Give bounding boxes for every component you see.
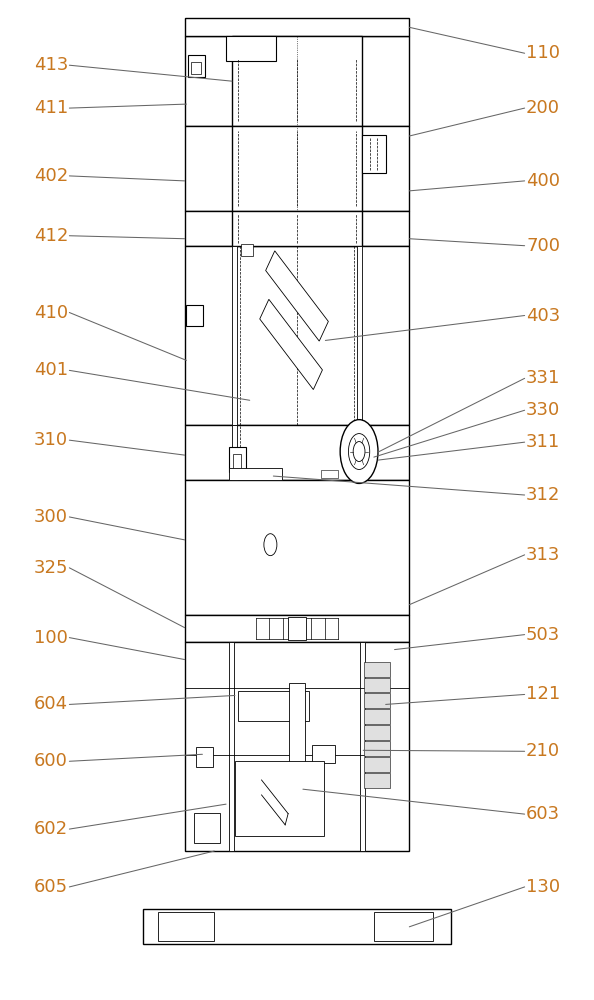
Bar: [233, 454, 241, 468]
Text: 100: 100: [34, 629, 68, 647]
Bar: [364, 693, 390, 708]
Bar: [364, 678, 390, 692]
Bar: [232, 425, 236, 480]
Bar: [226, 36, 276, 61]
Text: 600: 600: [34, 752, 68, 770]
Bar: [364, 725, 390, 740]
Polygon shape: [260, 299, 323, 390]
Bar: [185, 642, 409, 851]
Text: 401: 401: [34, 361, 68, 379]
Text: 402: 402: [34, 167, 68, 185]
Text: 313: 313: [526, 546, 560, 564]
Bar: [185, 211, 409, 246]
Bar: [232, 126, 362, 211]
Bar: [191, 62, 201, 74]
Bar: [238, 691, 309, 721]
Bar: [321, 470, 339, 478]
Bar: [289, 683, 305, 830]
Bar: [188, 55, 206, 77]
Bar: [364, 773, 390, 788]
Circle shape: [264, 534, 277, 556]
Text: 410: 410: [34, 304, 68, 322]
Bar: [364, 709, 390, 724]
Text: 400: 400: [526, 172, 560, 190]
Bar: [362, 135, 386, 173]
Bar: [229, 447, 245, 472]
Bar: [187, 305, 203, 326]
Text: 403: 403: [526, 307, 560, 325]
Text: 210: 210: [526, 742, 560, 760]
Text: 412: 412: [34, 227, 68, 245]
Bar: [185, 36, 409, 126]
Text: 413: 413: [34, 56, 68, 74]
Text: 121: 121: [526, 685, 560, 703]
Bar: [364, 741, 390, 756]
Text: 605: 605: [34, 878, 68, 896]
Text: 602: 602: [34, 820, 68, 838]
Bar: [185, 126, 409, 211]
Bar: [185, 18, 409, 36]
Circle shape: [349, 434, 369, 469]
Circle shape: [340, 420, 378, 483]
Bar: [312, 745, 336, 763]
Bar: [185, 246, 409, 425]
Bar: [235, 761, 324, 836]
Bar: [143, 909, 451, 944]
Text: 700: 700: [526, 237, 560, 255]
Text: 604: 604: [34, 695, 68, 713]
Bar: [241, 244, 252, 256]
Text: 200: 200: [526, 99, 560, 117]
Text: 411: 411: [34, 99, 68, 117]
Circle shape: [353, 442, 365, 462]
Text: 603: 603: [526, 805, 560, 823]
Text: 330: 330: [526, 401, 560, 419]
Text: 503: 503: [526, 626, 560, 644]
Bar: [364, 757, 390, 772]
Text: 130: 130: [526, 878, 560, 896]
Text: 331: 331: [526, 369, 560, 387]
Bar: [232, 211, 362, 246]
Bar: [194, 813, 220, 843]
Bar: [185, 615, 409, 642]
Bar: [232, 246, 236, 425]
Bar: [364, 662, 390, 677]
Text: 300: 300: [34, 508, 68, 526]
Text: 311: 311: [526, 433, 560, 451]
Bar: [229, 642, 234, 851]
Bar: [185, 480, 409, 615]
Bar: [358, 425, 362, 480]
Text: 310: 310: [34, 431, 68, 449]
Bar: [360, 642, 365, 851]
Bar: [197, 747, 213, 767]
Bar: [232, 36, 362, 126]
Bar: [229, 468, 282, 480]
Bar: [288, 617, 306, 640]
Bar: [374, 912, 433, 941]
Text: 325: 325: [34, 559, 68, 577]
Bar: [158, 912, 214, 941]
Text: 110: 110: [526, 44, 560, 62]
Polygon shape: [266, 251, 328, 341]
Bar: [185, 425, 409, 480]
Text: 312: 312: [526, 486, 560, 504]
Bar: [358, 246, 362, 425]
